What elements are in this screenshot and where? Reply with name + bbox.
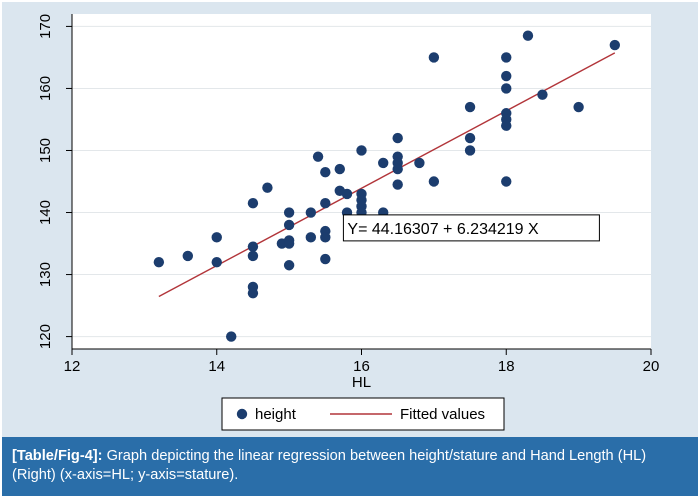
data-point — [428, 176, 440, 187]
figure-caption: [Table/Fig-4]: Graph depicting the linea… — [2, 437, 698, 496]
data-point — [573, 101, 584, 113]
data-point — [312, 151, 324, 162]
data-point — [501, 176, 512, 187]
x-tick-label: 14 — [208, 358, 225, 375]
data-point — [341, 188, 353, 200]
data-point — [226, 331, 237, 342]
caption-text: Graph depicting the linear regression be… — [12, 448, 647, 483]
x-tick-label: 18 — [498, 358, 515, 375]
legend-label-height: height — [255, 406, 297, 423]
data-point — [609, 39, 621, 51]
equation-label: Y= 44.16307 + 6.234219 X — [347, 221, 539, 238]
x-tick-label: 12 — [64, 358, 81, 375]
data-point — [211, 256, 222, 268]
data-point — [464, 145, 476, 156]
data-point — [320, 166, 331, 178]
legend-marker-height — [236, 408, 248, 420]
y-tick-label: 170 — [37, 14, 54, 39]
data-point — [392, 132, 403, 144]
data-point — [305, 207, 317, 218]
data-point — [247, 241, 259, 252]
x-axis-title: HL — [352, 374, 371, 391]
data-point — [334, 163, 345, 175]
data-point — [428, 52, 440, 63]
data-point — [211, 232, 222, 243]
data-point — [522, 30, 534, 41]
data-point — [378, 157, 389, 169]
data-point — [501, 83, 512, 94]
legend-label-fitted: Fitted values — [400, 406, 485, 423]
data-point — [320, 253, 331, 265]
y-tick-label: 160 — [37, 76, 54, 101]
data-point — [247, 287, 259, 299]
data-point — [464, 132, 476, 144]
equation-box — [342, 214, 600, 242]
data-point — [464, 101, 476, 113]
plot-area — [72, 14, 651, 349]
data-point — [414, 157, 425, 169]
data-point — [153, 256, 165, 268]
data-point — [182, 250, 193, 262]
data-point — [320, 198, 331, 209]
data-point — [501, 52, 512, 63]
data-point — [283, 219, 295, 231]
caption-label: [Table/Fig-4]: — [12, 448, 103, 464]
y-tick-label: 130 — [37, 262, 54, 287]
data-point — [320, 232, 331, 243]
y-tick-label: 140 — [37, 200, 54, 225]
data-point — [247, 250, 259, 262]
data-point — [247, 198, 259, 209]
y-tick-label: 120 — [37, 324, 54, 349]
x-tick-label: 20 — [643, 358, 660, 375]
data-point — [305, 232, 317, 243]
data-point — [537, 89, 548, 100]
x-tick-label: 16 — [353, 358, 370, 375]
data-point — [283, 260, 295, 271]
data-point — [501, 70, 512, 82]
data-point — [501, 120, 512, 131]
data-point — [356, 145, 367, 156]
data-point — [392, 179, 403, 190]
scatter-chart: 12 14 16 18 20 120 130 140 150 160 170 HL Y= 44.1630… — [37, 14, 660, 431]
y-tick-label: 150 — [37, 138, 54, 163]
data-point — [283, 238, 295, 249]
data-point — [262, 182, 273, 193]
data-point — [392, 163, 403, 175]
data-point — [283, 207, 295, 218]
